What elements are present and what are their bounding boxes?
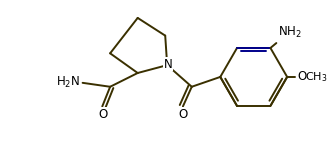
Text: CH$_3$: CH$_3$ <box>305 70 327 84</box>
Text: N: N <box>164 58 172 71</box>
Text: O: O <box>99 108 108 121</box>
Text: H$_2$N: H$_2$N <box>57 75 81 90</box>
Text: NH$_2$: NH$_2$ <box>278 25 302 40</box>
Text: O: O <box>178 108 188 121</box>
Text: O: O <box>297 70 306 83</box>
